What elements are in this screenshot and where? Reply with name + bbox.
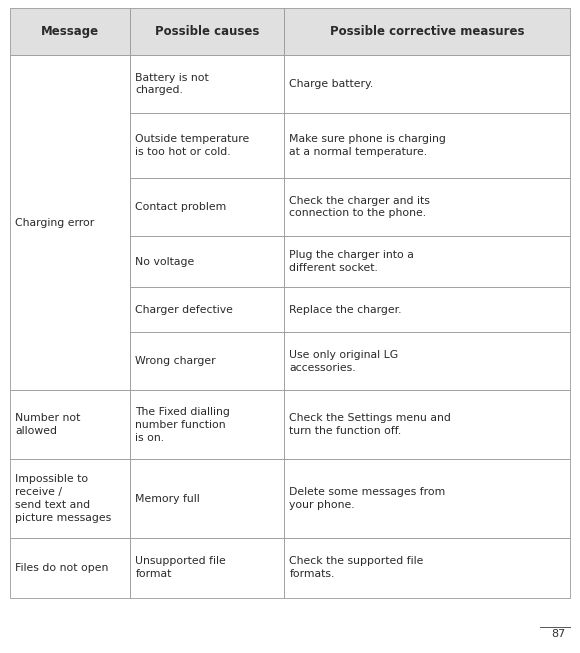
Text: Possible causes: Possible causes [155,25,260,38]
Bar [284,178,570,236]
Text: Files do not open: Files do not open [15,563,108,573]
Text: Delete some messages from
your phone.: Delete some messages from your phone. [289,487,445,510]
Text: Charging error: Charging error [15,217,94,227]
Text: Impossible to
receive /
send text and
picture messages: Impossible to receive / send text and pi… [15,474,111,523]
Text: Charger defective: Charger defective [135,305,233,315]
Text: Number not
allowed: Number not allowed [15,413,81,436]
Text: Check the charger and its
connection to the phone.: Check the charger and its connection to … [289,195,430,218]
Bar [130,55,284,113]
Bar [10,460,131,537]
Bar [130,460,284,537]
Text: 87: 87 [552,629,566,639]
Bar [284,460,570,537]
Text: Outside temperature
is too hot or cold.: Outside temperature is too hot or cold. [135,134,249,157]
Bar [284,537,570,598]
Bar [130,236,284,287]
Bar [130,332,284,390]
Bar [284,8,570,55]
Bar [10,390,131,460]
Text: Plug the charger into a
different socket.: Plug the charger into a different socket… [289,250,414,273]
Text: Check the supported file
formats.: Check the supported file formats. [289,556,424,579]
Bar [284,236,570,287]
Text: Battery is not
charged.: Battery is not charged. [135,72,209,95]
Bar [284,55,570,113]
Text: Wrong charger: Wrong charger [135,356,216,366]
Text: Charge battery.: Charge battery. [289,79,374,89]
Bar [130,113,284,178]
Text: Check the Settings menu and
turn the function off.: Check the Settings menu and turn the fun… [289,413,451,436]
Text: Make sure phone is charging
at a normal temperature.: Make sure phone is charging at a normal … [289,134,446,157]
Bar [284,332,570,390]
Bar [284,113,570,178]
Bar [10,55,131,390]
Bar [130,537,284,598]
Bar [10,8,131,55]
Bar [284,390,570,460]
Text: The Fixed dialling
number function
is on.: The Fixed dialling number function is on… [135,407,230,443]
Text: Replace the charger.: Replace the charger. [289,305,402,315]
Bar [284,287,570,332]
Text: Possible corrective measures: Possible corrective measures [330,25,524,38]
Bar [130,178,284,236]
Text: Unsupported file
format: Unsupported file format [135,556,226,579]
Text: Message: Message [41,25,99,38]
Bar [130,287,284,332]
Text: Contact problem: Contact problem [135,202,227,212]
Text: No voltage: No voltage [135,257,195,266]
Text: Memory full: Memory full [135,494,200,503]
Bar [130,390,284,460]
Bar [130,8,284,55]
Bar [10,537,131,598]
Text: Use only original LG
accessories.: Use only original LG accessories. [289,350,398,372]
